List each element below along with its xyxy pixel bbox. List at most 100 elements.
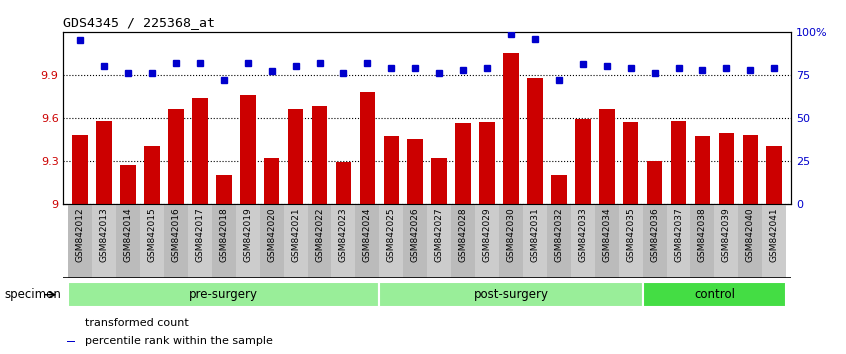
Text: GSM842026: GSM842026 [411,207,420,262]
Bar [188,204,212,278]
Text: GSM842028: GSM842028 [459,207,468,262]
Text: GSM842035: GSM842035 [626,207,635,262]
Bar [168,109,184,204]
Text: GSM842036: GSM842036 [650,207,659,262]
Text: GSM842034: GSM842034 [602,207,611,262]
Bar [96,121,112,204]
Bar [766,146,782,204]
Bar [623,122,639,204]
Bar [595,204,618,278]
Bar [355,204,379,278]
Bar [643,204,667,278]
Bar [164,204,188,278]
Bar [695,136,711,204]
Bar [714,204,739,278]
Bar [451,204,475,278]
Bar [73,135,88,204]
Text: post-surgery: post-surgery [474,288,548,301]
Bar [547,204,571,278]
Bar [527,78,542,204]
Bar [523,204,547,278]
Bar [383,136,399,204]
Bar [120,165,136,204]
Text: GSM842031: GSM842031 [530,207,540,262]
Bar [551,175,567,204]
Bar [503,53,519,204]
Text: GSM842024: GSM842024 [363,207,372,262]
Text: GSM842021: GSM842021 [291,207,300,262]
Bar [643,282,786,307]
Text: GSM842033: GSM842033 [579,207,587,262]
Text: GSM842014: GSM842014 [124,207,133,262]
Text: GSM842025: GSM842025 [387,207,396,262]
Text: GSM842022: GSM842022 [315,207,324,262]
Text: GSM842040: GSM842040 [746,207,755,262]
Bar [404,204,427,278]
Bar [308,204,332,278]
Bar [427,204,451,278]
Bar [288,109,304,204]
Bar [618,204,643,278]
Text: GSM842018: GSM842018 [219,207,228,262]
Bar [336,162,351,204]
Text: GSM842012: GSM842012 [75,207,85,262]
Text: GSM842016: GSM842016 [172,207,180,262]
Bar [762,204,786,278]
Bar [667,204,690,278]
Bar [264,158,279,204]
Text: GSM842020: GSM842020 [267,207,276,262]
Bar [360,92,375,204]
Text: GSM842030: GSM842030 [507,207,515,262]
Bar [718,133,734,204]
Text: GSM842027: GSM842027 [435,207,443,262]
Text: GSM842039: GSM842039 [722,207,731,262]
Bar [379,282,643,307]
Text: pre-surgery: pre-surgery [190,288,258,301]
Bar [480,122,495,204]
Text: percentile rank within the sample: percentile rank within the sample [85,336,273,346]
Bar [192,98,207,204]
Bar [599,109,614,204]
Bar [92,204,116,278]
Bar [575,119,591,204]
Text: GSM842037: GSM842037 [674,207,683,262]
Bar [67,322,75,323]
Text: GSM842015: GSM842015 [147,207,157,262]
Bar [431,158,447,204]
Bar [743,135,758,204]
Bar [739,204,762,278]
Bar [571,204,595,278]
Text: GSM842013: GSM842013 [100,207,108,262]
Text: transformed count: transformed count [85,318,189,328]
Bar [332,204,355,278]
Bar [408,139,423,204]
Text: control: control [694,288,735,301]
Bar [140,204,164,278]
Bar [216,175,232,204]
Text: GDS4345 / 225368_at: GDS4345 / 225368_at [63,16,216,29]
Bar [283,204,308,278]
Text: GSM842029: GSM842029 [482,207,492,262]
Bar [69,282,379,307]
Bar [144,146,160,204]
Bar [116,204,140,278]
Bar [499,204,523,278]
Text: specimen: specimen [4,288,61,301]
Bar [240,95,255,204]
Text: GSM842019: GSM842019 [244,207,252,262]
Bar [236,204,260,278]
Bar [312,106,327,204]
Bar [212,204,236,278]
Text: GSM842032: GSM842032 [554,207,563,262]
Bar [690,204,714,278]
Bar [455,124,471,204]
Bar [647,161,662,204]
Bar [69,204,92,278]
Text: GSM842017: GSM842017 [195,207,205,262]
Text: GSM842038: GSM842038 [698,207,707,262]
Bar [475,204,499,278]
Bar [260,204,283,278]
Bar [671,121,686,204]
Text: GSM842041: GSM842041 [770,207,779,262]
Text: GSM842023: GSM842023 [339,207,348,262]
